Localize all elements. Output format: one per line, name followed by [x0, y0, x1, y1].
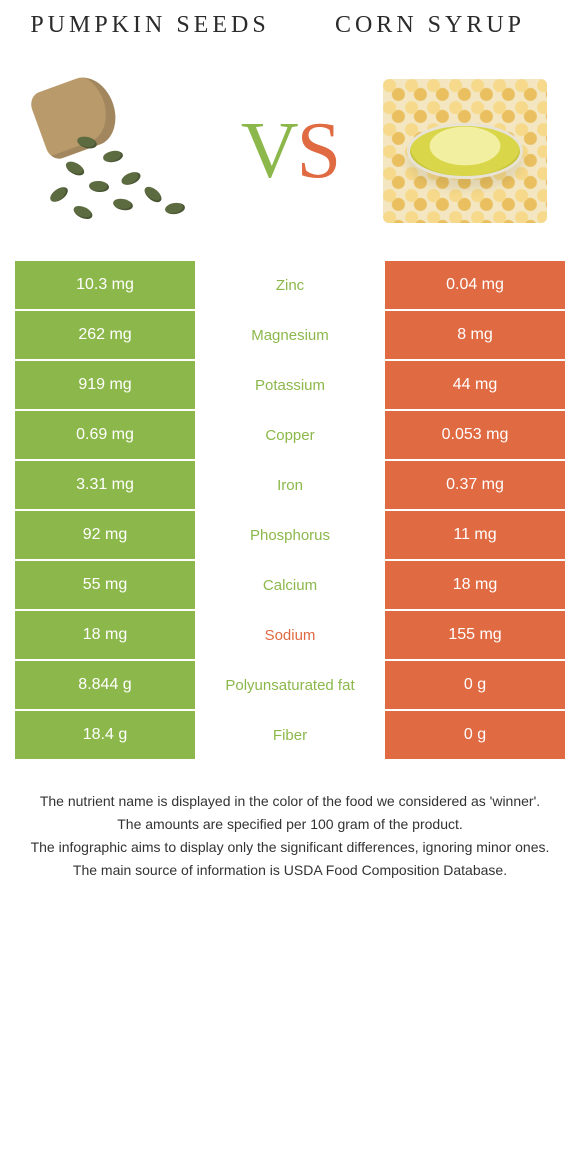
table-row: 55 mgCalcium18 mg — [15, 561, 565, 609]
nutrient-label: Sodium — [195, 611, 385, 659]
vs-label: VS — [241, 106, 339, 197]
nutrient-label: Copper — [195, 411, 385, 459]
right-value: 0 g — [385, 661, 565, 709]
table-row: 92 mgPhosphorus11 mg — [15, 511, 565, 559]
nutrient-label: Phosphorus — [195, 511, 385, 559]
vs-v: V — [241, 107, 297, 195]
table-row: 18.4 gFiber0 g — [15, 711, 565, 759]
right-value: 11 mg — [385, 511, 565, 559]
right-value: 44 mg — [385, 361, 565, 409]
footer-line: The amounts are specified per 100 gram o… — [22, 814, 558, 835]
nutrient-label: Magnesium — [195, 311, 385, 359]
right-value: 155 mg — [385, 611, 565, 659]
left-value: 8.844 g — [15, 661, 195, 709]
vs-s: S — [297, 107, 340, 195]
table-row: 10.3 mgZinc0.04 mg — [15, 261, 565, 309]
left-value: 10.3 mg — [15, 261, 195, 309]
footer-notes: The nutrient name is displayed in the co… — [0, 761, 580, 881]
left-value: 919 mg — [15, 361, 195, 409]
nutrient-label: Calcium — [195, 561, 385, 609]
left-value: 262 mg — [15, 311, 195, 359]
left-value: 55 mg — [15, 561, 195, 609]
right-value: 0.04 mg — [385, 261, 565, 309]
footer-line: The main source of information is USDA F… — [22, 860, 558, 881]
table-row: 919 mgPotassium44 mg — [15, 361, 565, 409]
nutrient-label: Fiber — [195, 711, 385, 759]
left-value: 18.4 g — [15, 711, 195, 759]
right-value: 18 mg — [385, 561, 565, 609]
nutrient-label: Iron — [195, 461, 385, 509]
left-value: 18 mg — [15, 611, 195, 659]
nutrient-label: Polyunsaturated fat — [195, 661, 385, 709]
left-title: Pumpkin seeds — [20, 10, 280, 41]
titles-row: Pumpkin seeds Corn syrup — [0, 0, 580, 41]
table-row: 18 mgSodium155 mg — [15, 611, 565, 659]
table-row: 262 mgMagnesium8 mg — [15, 311, 565, 359]
nutrient-label: Potassium — [195, 361, 385, 409]
comparison-table: 10.3 mgZinc0.04 mg262 mgMagnesium8 mg919… — [15, 261, 565, 759]
right-value: 0.37 mg — [385, 461, 565, 509]
left-value: 0.69 mg — [15, 411, 195, 459]
right-value: 8 mg — [385, 311, 565, 359]
right-value: 0 g — [385, 711, 565, 759]
nutrient-label: Zinc — [195, 261, 385, 309]
footer-line: The infographic aims to display only the… — [22, 837, 558, 858]
right-title: Corn syrup — [300, 10, 560, 41]
right-value: 0.053 mg — [385, 411, 565, 459]
left-illustration — [15, 61, 215, 241]
table-row: 0.69 mgCopper0.053 mg — [15, 411, 565, 459]
table-row: 8.844 gPolyunsaturated fat0 g — [15, 661, 565, 709]
footer-line: The nutrient name is displayed in the co… — [22, 791, 558, 812]
left-value: 92 mg — [15, 511, 195, 559]
hero-row: VS — [0, 41, 580, 261]
right-illustration — [365, 61, 565, 241]
left-value: 3.31 mg — [15, 461, 195, 509]
table-row: 3.31 mgIron0.37 mg — [15, 461, 565, 509]
